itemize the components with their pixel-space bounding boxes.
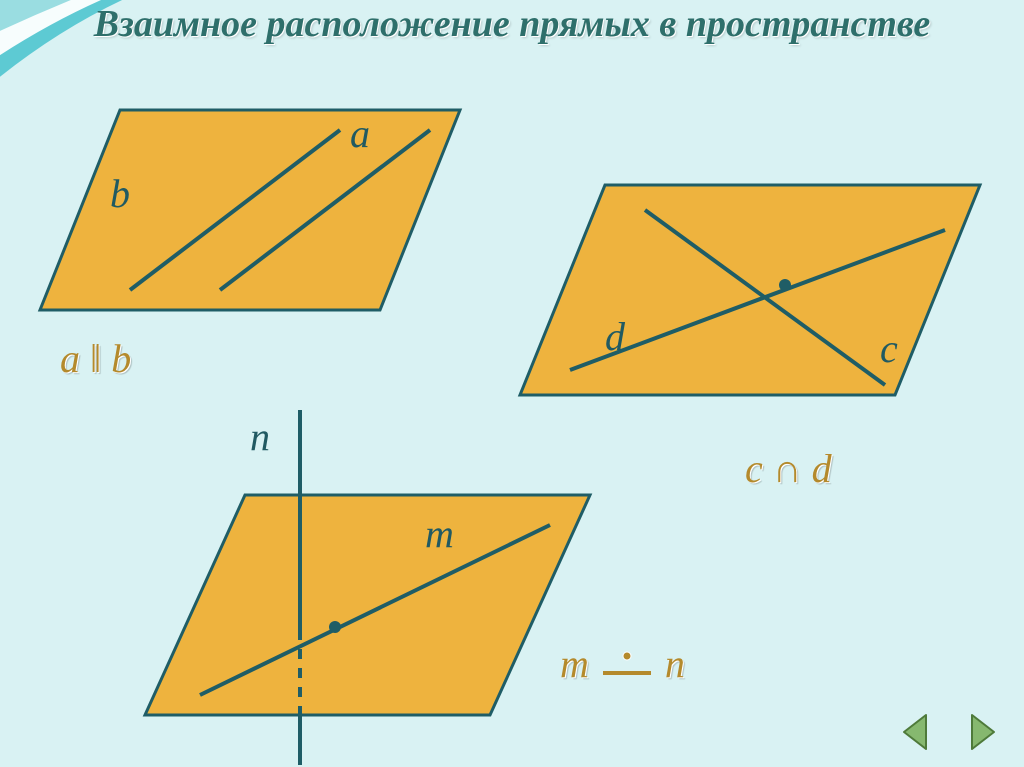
prev-button[interactable] (892, 711, 944, 753)
label-c: c (880, 325, 898, 372)
label-n: n (250, 413, 270, 460)
caption-skew-n: n (665, 640, 685, 687)
label-b: b (110, 170, 130, 217)
plane-skew (145, 495, 590, 715)
diagram-intersect: d c (510, 175, 990, 415)
next-button[interactable] (954, 711, 1006, 753)
caption-skew: m n (560, 640, 685, 687)
page-title: Взаимное расположение прямых в пространс… (0, 4, 1024, 46)
intersection-point (779, 279, 791, 291)
chevron-left-icon (904, 715, 926, 749)
caption-intersect: c ∩ d (745, 445, 832, 492)
point-on-plane (329, 621, 341, 633)
caption-skew-m: m (560, 640, 589, 687)
caption-parallel: a ‖ b (60, 335, 131, 382)
chevron-right-icon (972, 715, 994, 749)
plane-parallel (40, 110, 460, 310)
diagram-skew: n m (130, 455, 600, 755)
label-a: a (350, 110, 370, 157)
label-m: m (425, 510, 454, 557)
diagram-parallel: a b (30, 100, 470, 320)
label-d: d (605, 313, 625, 360)
skew-symbol-icon (599, 647, 655, 681)
